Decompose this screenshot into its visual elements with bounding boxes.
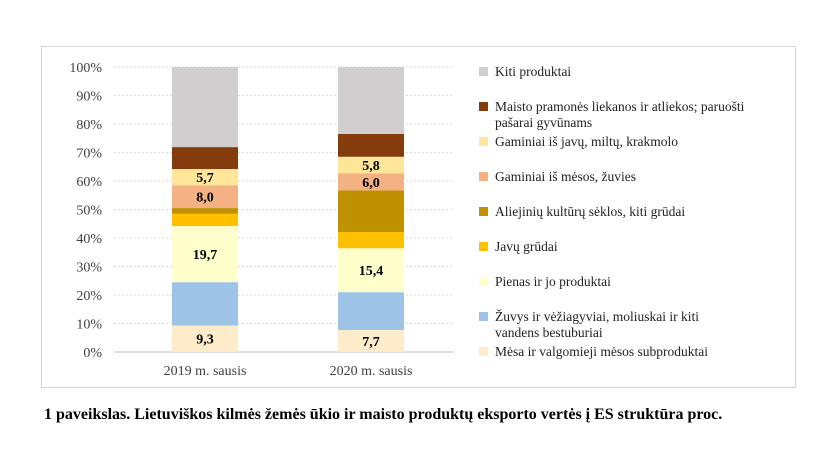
legend-label: pašarai gyvūnams [495,115,592,130]
y-axis-ticks: 0% 10% 20% 30% 40% 50% 60% 70% 80% 90% 100% [69,61,102,361]
bar-segment [338,67,404,134]
data-label: 8,0 [196,191,214,206]
legend-swatch [479,102,488,111]
x-category-label: 2020 m. sausis [330,364,413,379]
legend-label: Maisto pramonės liekanos ir atliekos; pa… [495,99,745,114]
legend-swatch [479,137,488,146]
bar-segment [338,190,404,233]
bars [172,67,404,352]
figure-caption: 1 paveikslas. Lietuviškos kilmės žemės ū… [44,406,723,423]
bar-segment [338,173,404,191]
bar-segment [172,169,238,186]
bar-segment [172,185,238,209]
stacked-bar-chart: 0% 10% 20% 30% 40% 50% 60% 70% 80% 90% 100% 9,3 19,… [69,61,745,379]
legend-label: Aliejinių kultūrų sėklos, kiti grūdai [495,204,685,219]
bar-segment [172,282,238,326]
legend-swatch [479,277,488,286]
y-tick-label: 10% [76,318,102,333]
bar-segment [172,67,238,148]
y-tick-label: 50% [76,204,102,219]
data-label: 15,4 [359,264,384,279]
legend-label: vandens bestuburiai [495,325,603,340]
data-label: 6,0 [362,176,380,191]
data-label: 7,7 [362,335,380,350]
legend-item: Aliejinių kultūrų sėklos, kiti grūdai [479,204,685,219]
data-label: 19,7 [193,248,218,263]
legend-item: Mėsa ir valgomieji mėsos subproduktai [479,344,708,359]
bar-segment [338,156,404,174]
bar-segment [172,226,238,283]
legend-label: Kiti produktai [495,64,571,79]
gridlines [114,66,454,353]
bar-segment [172,213,238,227]
data-label: 5,8 [362,159,380,174]
data-labels: 9,3 19,7 8,0 5,7 7,7 15,4 6,0 5,8 [193,159,384,350]
legend-item: Javų grūdai [479,239,558,254]
bar-segment [172,147,238,170]
y-tick-label: 70% [76,147,102,162]
bar-segment [338,248,404,293]
x-category-label: 2019 m. sausis [164,364,247,379]
legend-label: Gaminiai iš mėsos, žuvies [495,169,636,184]
y-tick-label: 30% [76,261,102,276]
bar-segment [338,133,404,157]
legend-label: Žuvys ir vėžiagyviai, moliuskai ir kiti [495,309,699,324]
legend-label: Mėsa ir valgomieji mėsos subproduktai [495,344,708,359]
legend-swatch [479,207,488,216]
y-tick-label: 100% [69,61,102,76]
legend-item: Gaminiai iš mėsos, žuvies [479,169,636,184]
legend-label: Pienas ir jo produktai [495,274,611,289]
legend-item: Maisto pramonės liekanos ir atliekos; pa… [479,99,745,130]
legend: Kiti produktai Maisto pramonės liekanos i… [479,64,745,359]
legend-item: Žuvys ir vėžiagyviai, moliuskai ir kitiv… [479,309,699,340]
legend-swatch [479,242,488,251]
legend-item: Gaminiai iš javų, miltų, krakmolo [479,134,678,149]
bar-segment [338,330,404,352]
legend-label: Javų grūdai [495,239,558,254]
data-label: 5,7 [196,171,214,186]
y-tick-label: 60% [76,175,102,190]
y-tick-label: 20% [76,289,102,304]
chart-frame: 0% 10% 20% 30% 40% 50% 60% 70% 80% 90% 100% 9,3 19,… [41,46,796,388]
y-tick-label: 40% [76,232,102,247]
bar-segment [338,292,404,331]
bar-segment [172,325,238,352]
bar-segment [338,232,404,249]
y-tick-label: 0% [83,346,102,361]
legend-item: Kiti produktai [479,64,571,79]
legend-swatch [479,172,488,181]
legend-item: Pienas ir jo produktai [479,274,611,289]
data-label: 9,3 [196,333,214,348]
y-tick-label: 80% [76,118,102,133]
x-axis-categories: 2019 m. sausis 2020 m. sausis [164,364,413,379]
legend-label: Gaminiai iš javų, miltų, krakmolo [495,134,678,149]
legend-swatch [479,347,488,356]
legend-swatch [479,312,488,321]
y-tick-label: 90% [76,90,102,105]
bar-segment [172,208,238,214]
legend-swatch [479,67,488,76]
